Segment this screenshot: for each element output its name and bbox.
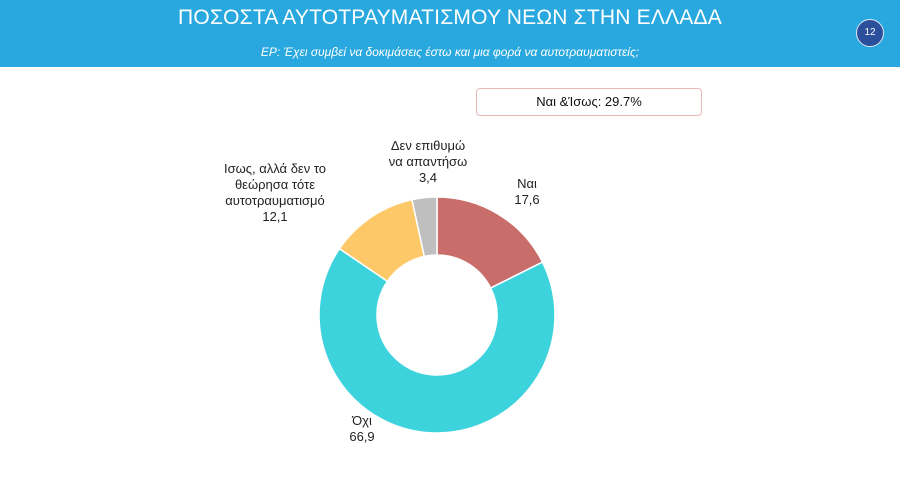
donut-slice-1: [318, 247, 556, 434]
slice-label-3: Δεν επιθυμώ να απαντήσω 3,4: [389, 138, 467, 185]
summary-callout: Ναι &Ίσως: 29.7%: [476, 88, 702, 116]
page-number-badge: 12: [856, 19, 884, 47]
header-bar: [0, 0, 900, 67]
question-subtitle: ΕΡ: Έχει συμβεί να δοκιμάσεις έστω και μ…: [260, 45, 640, 59]
page-title: ΠΟΣΟΣΤΑ ΑΥΤΟΤΡΑΥΜΑΤΙΣΜΟΥ ΝΕΩΝ ΣΤΗΝ ΕΛΛΑΔ…: [178, 6, 722, 29]
slice-label-1: Όχι 66,9: [349, 413, 374, 444]
donut-slice-3: [411, 196, 438, 258]
slice-label-2: Ισως, αλλά δεν το θεώρησα τότε αυτοτραυματ…: [224, 161, 326, 224]
slice-label-0: Ναι 17,6: [514, 176, 539, 207]
